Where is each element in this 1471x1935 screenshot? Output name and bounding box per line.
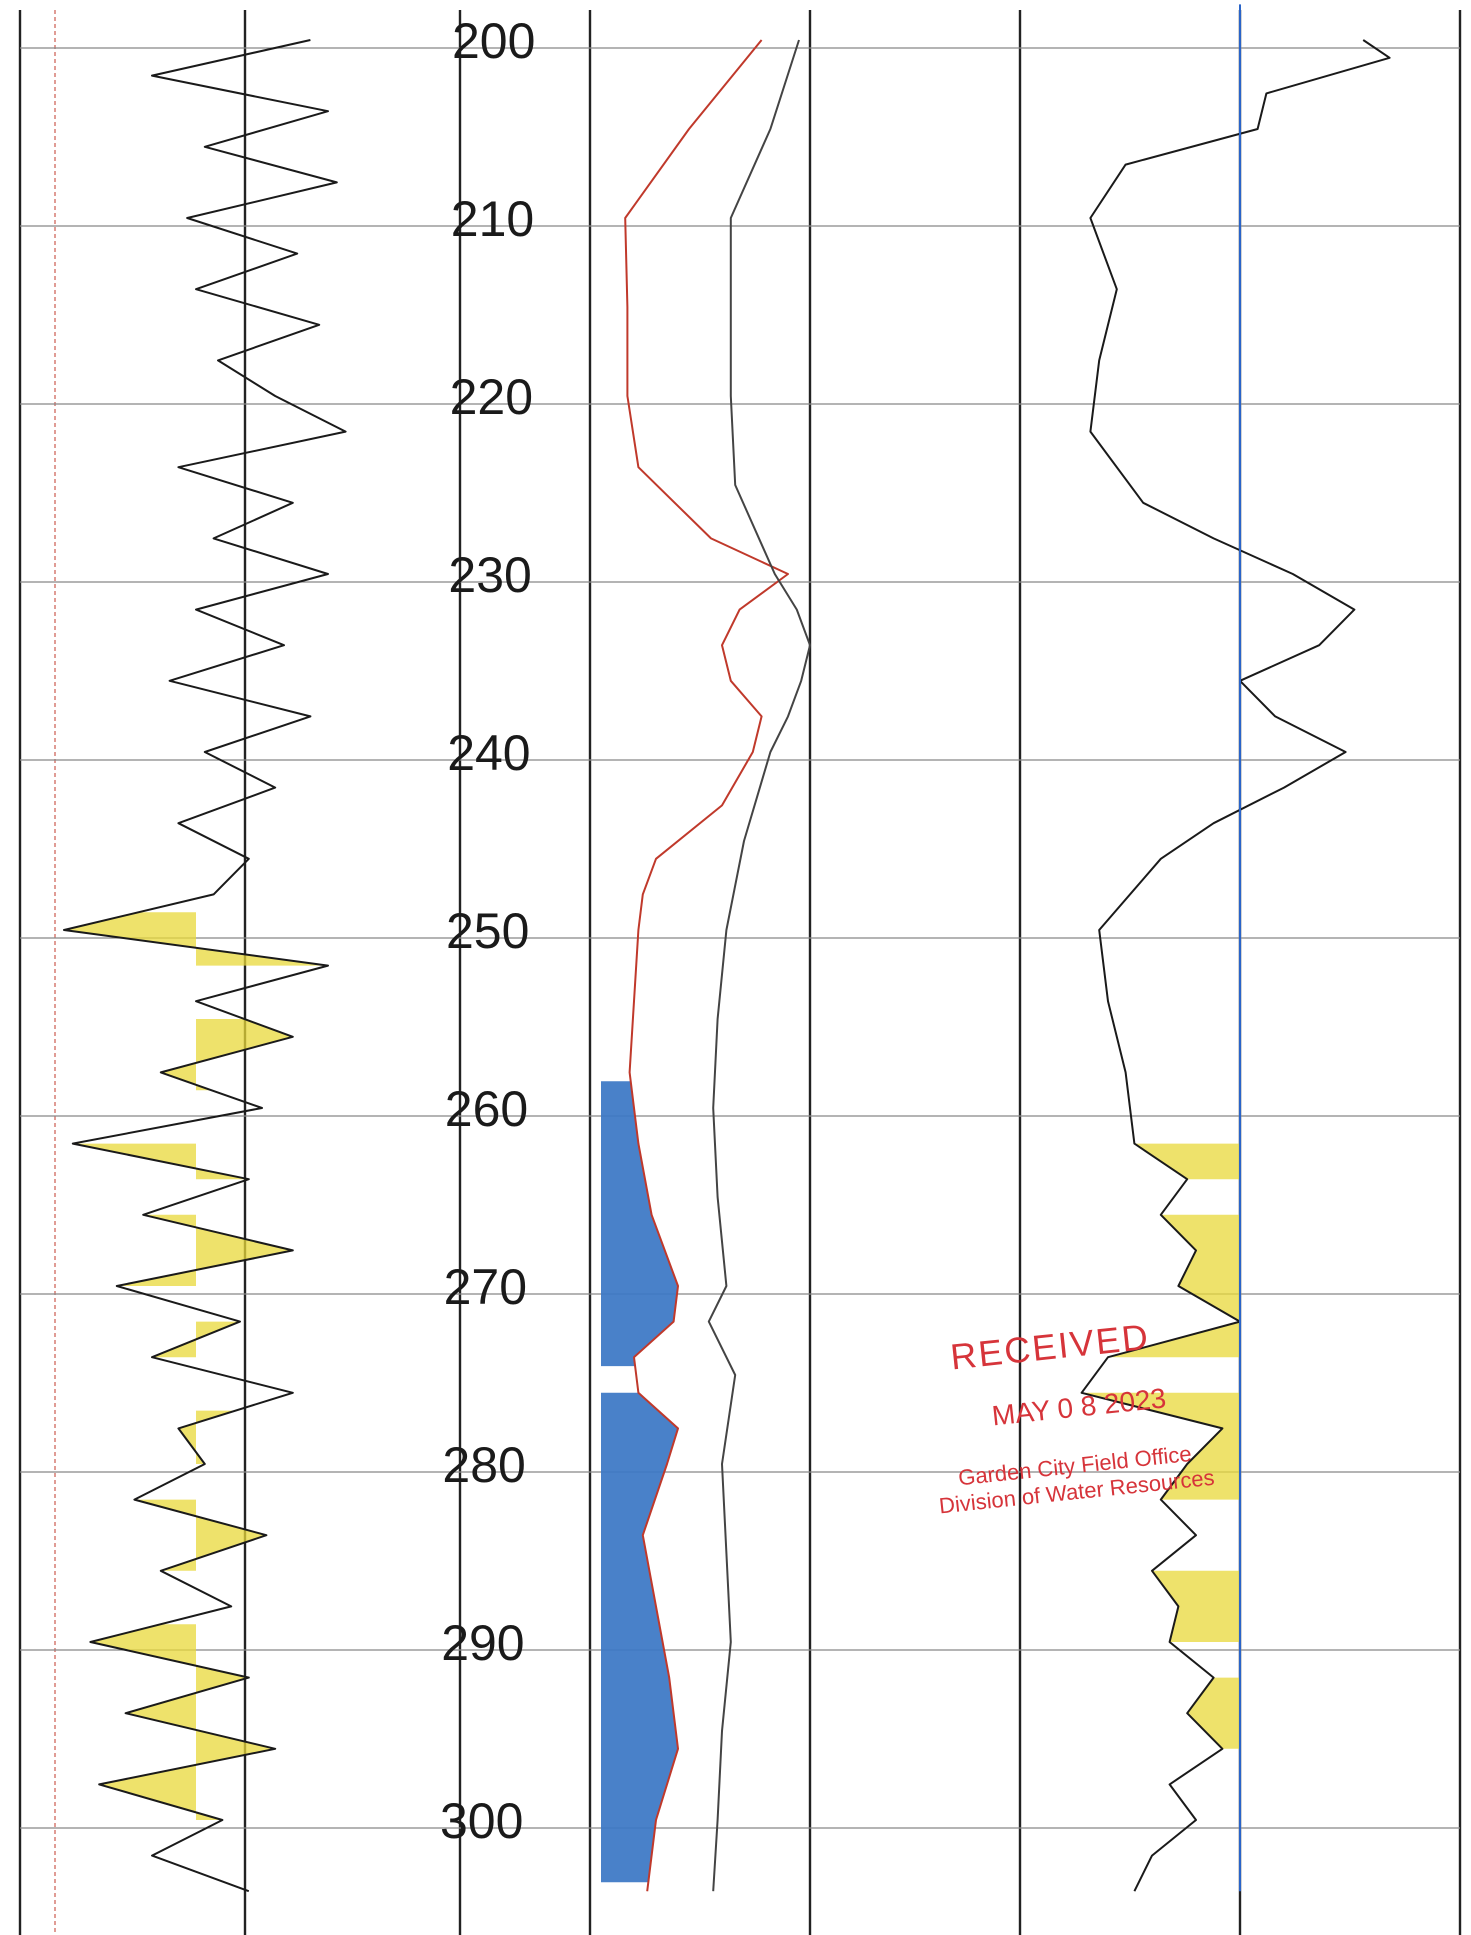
shaded-interval-right-0 (1134, 1143, 1240, 1180)
curve-right-0 (1080, 39, 1391, 1892)
shaded-interval-right-4 (1187, 1677, 1240, 1749)
shaded-interval-left-5 (178, 1410, 236, 1464)
curve-mid-1 (707, 39, 811, 1892)
stamp-date: MAY 0 8 2023 (990, 1382, 1167, 1431)
depth-tick-290: 290 (441, 1615, 524, 1671)
chart-grid (18, 10, 1462, 1935)
depth-tick-210: 210 (451, 191, 534, 247)
depth-tick-270: 270 (444, 1259, 527, 1315)
depth-axis: 200 210 220 230 240 250 260 270 280 290 300 (440, 13, 535, 1849)
shaded-interval-mid-0 (601, 1081, 678, 1367)
shaded-interval-left-7 (90, 1624, 276, 1820)
shaded-interval-left-0 (64, 912, 328, 966)
shaded-interval-right-2 (1081, 1392, 1240, 1500)
shaded-interval-left-3 (116, 1214, 293, 1286)
depth-tick-230: 230 (448, 547, 531, 603)
curve-mid-0 (624, 39, 789, 1892)
shaded-interval-right-3 (1152, 1570, 1240, 1642)
depth-tick-300: 300 (440, 1793, 523, 1849)
depth-tick-200: 200 (452, 13, 535, 69)
shaded-interval-mid-1 (601, 1392, 678, 1883)
depth-tick-260: 260 (445, 1081, 528, 1137)
depth-tick-250: 250 (446, 903, 529, 959)
depth-tick-280: 280 (442, 1437, 525, 1493)
log-curves (63, 4, 1391, 1893)
curve-left-0 (63, 39, 347, 1893)
shaded-interval-left-6 (134, 1499, 267, 1571)
depth-tick-220: 220 (450, 369, 533, 425)
depth-tick-240: 240 (447, 725, 530, 781)
stamp-title: RECEIVED (948, 1316, 1151, 1378)
shaded-interval-right-1 (1108, 1214, 1240, 1358)
